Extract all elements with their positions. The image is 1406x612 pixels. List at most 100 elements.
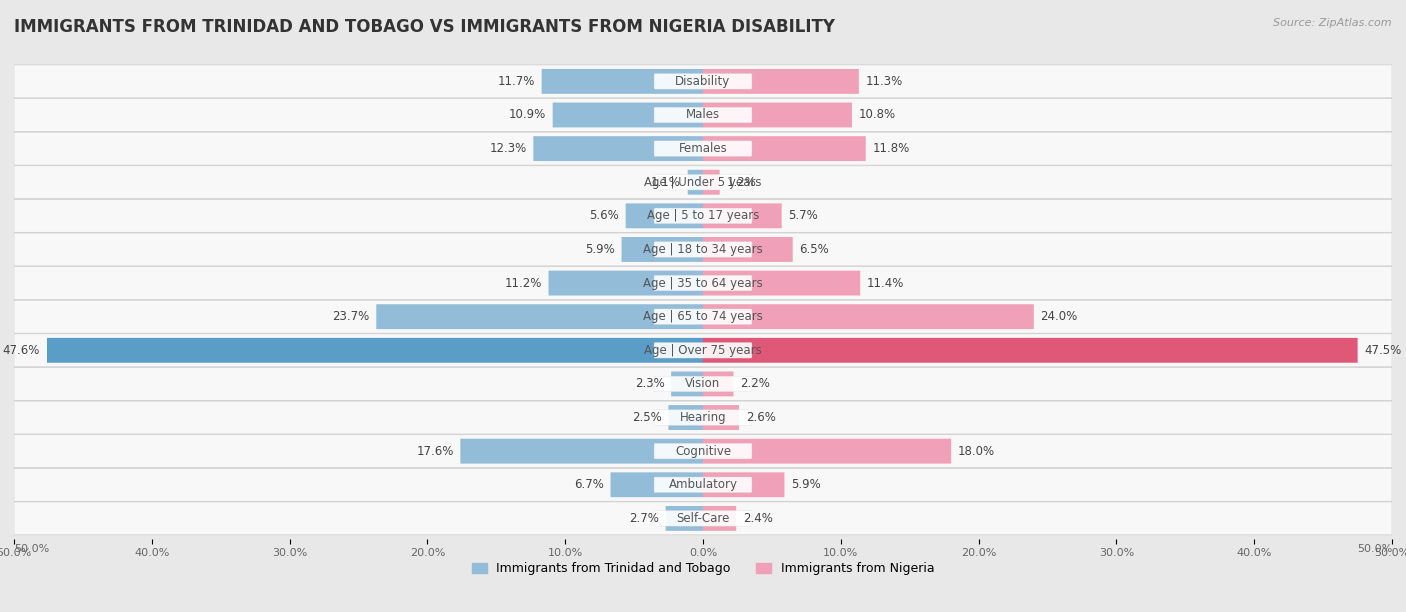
FancyBboxPatch shape — [654, 242, 752, 257]
Text: 2.6%: 2.6% — [745, 411, 776, 424]
FancyBboxPatch shape — [14, 200, 1392, 233]
FancyBboxPatch shape — [621, 237, 703, 262]
FancyBboxPatch shape — [703, 203, 782, 228]
FancyBboxPatch shape — [654, 141, 752, 156]
FancyBboxPatch shape — [533, 136, 703, 161]
Text: 5.9%: 5.9% — [792, 478, 821, 491]
FancyBboxPatch shape — [665, 506, 703, 531]
FancyBboxPatch shape — [703, 103, 852, 127]
Text: 2.7%: 2.7% — [628, 512, 659, 525]
FancyBboxPatch shape — [14, 132, 1392, 165]
Text: 50.0%: 50.0% — [1357, 543, 1392, 554]
FancyBboxPatch shape — [654, 73, 752, 89]
Text: Age | Over 75 years: Age | Over 75 years — [644, 344, 762, 357]
FancyBboxPatch shape — [703, 405, 740, 430]
Text: Age | 65 to 74 years: Age | 65 to 74 years — [643, 310, 763, 323]
Text: 11.8%: 11.8% — [873, 142, 910, 155]
Text: 6.7%: 6.7% — [574, 478, 603, 491]
FancyBboxPatch shape — [654, 510, 752, 526]
Text: Cognitive: Cognitive — [675, 445, 731, 458]
FancyBboxPatch shape — [671, 371, 703, 397]
Text: 2.4%: 2.4% — [742, 512, 773, 525]
Text: Vision: Vision — [685, 378, 721, 390]
FancyBboxPatch shape — [654, 309, 752, 324]
Text: 18.0%: 18.0% — [957, 445, 995, 458]
FancyBboxPatch shape — [654, 410, 752, 425]
Text: 2.5%: 2.5% — [631, 411, 662, 424]
Text: 5.6%: 5.6% — [589, 209, 619, 222]
FancyBboxPatch shape — [703, 136, 866, 161]
FancyBboxPatch shape — [377, 304, 703, 329]
FancyBboxPatch shape — [654, 477, 752, 493]
FancyBboxPatch shape — [654, 208, 752, 223]
Text: Age | 18 to 34 years: Age | 18 to 34 years — [643, 243, 763, 256]
FancyBboxPatch shape — [626, 203, 703, 228]
Text: 24.0%: 24.0% — [1040, 310, 1078, 323]
FancyBboxPatch shape — [654, 343, 752, 358]
FancyBboxPatch shape — [610, 472, 703, 497]
FancyBboxPatch shape — [14, 99, 1392, 132]
FancyBboxPatch shape — [703, 237, 793, 262]
Text: Disability: Disability — [675, 75, 731, 88]
FancyBboxPatch shape — [654, 174, 752, 190]
Text: 5.7%: 5.7% — [789, 209, 818, 222]
FancyBboxPatch shape — [668, 405, 703, 430]
Text: Females: Females — [679, 142, 727, 155]
FancyBboxPatch shape — [703, 170, 720, 195]
FancyBboxPatch shape — [46, 338, 703, 363]
FancyBboxPatch shape — [14, 233, 1392, 266]
FancyBboxPatch shape — [553, 103, 703, 127]
FancyBboxPatch shape — [703, 271, 860, 296]
FancyBboxPatch shape — [14, 334, 1392, 367]
Text: 23.7%: 23.7% — [332, 310, 370, 323]
FancyBboxPatch shape — [703, 338, 1358, 363]
Text: 10.9%: 10.9% — [509, 108, 546, 122]
Text: 6.5%: 6.5% — [800, 243, 830, 256]
Text: 11.7%: 11.7% — [498, 75, 534, 88]
Text: Ambulatory: Ambulatory — [668, 478, 738, 491]
FancyBboxPatch shape — [703, 371, 734, 397]
Text: 10.8%: 10.8% — [859, 108, 896, 122]
Text: 47.6%: 47.6% — [3, 344, 41, 357]
FancyBboxPatch shape — [14, 65, 1392, 98]
FancyBboxPatch shape — [541, 69, 703, 94]
Text: 12.3%: 12.3% — [489, 142, 527, 155]
FancyBboxPatch shape — [703, 439, 950, 464]
Text: IMMIGRANTS FROM TRINIDAD AND TOBAGO VS IMMIGRANTS FROM NIGERIA DISABILITY: IMMIGRANTS FROM TRINIDAD AND TOBAGO VS I… — [14, 18, 835, 36]
Text: Age | Under 5 years: Age | Under 5 years — [644, 176, 762, 188]
Text: 1.1%: 1.1% — [651, 176, 681, 188]
Text: 2.2%: 2.2% — [740, 378, 770, 390]
Text: Males: Males — [686, 108, 720, 122]
Text: 2.3%: 2.3% — [634, 378, 665, 390]
FancyBboxPatch shape — [703, 304, 1033, 329]
FancyBboxPatch shape — [654, 275, 752, 291]
Text: 50.0%: 50.0% — [14, 543, 49, 554]
FancyBboxPatch shape — [703, 69, 859, 94]
FancyBboxPatch shape — [688, 170, 703, 195]
FancyBboxPatch shape — [14, 166, 1392, 199]
Text: 1.2%: 1.2% — [727, 176, 756, 188]
Text: Source: ZipAtlas.com: Source: ZipAtlas.com — [1274, 18, 1392, 28]
FancyBboxPatch shape — [14, 367, 1392, 400]
Text: 11.3%: 11.3% — [866, 75, 903, 88]
FancyBboxPatch shape — [654, 376, 752, 392]
FancyBboxPatch shape — [14, 468, 1392, 501]
Text: 11.4%: 11.4% — [868, 277, 904, 289]
Text: 47.5%: 47.5% — [1364, 344, 1402, 357]
FancyBboxPatch shape — [14, 435, 1392, 468]
Text: Age | 35 to 64 years: Age | 35 to 64 years — [643, 277, 763, 289]
FancyBboxPatch shape — [460, 439, 703, 464]
Text: 11.2%: 11.2% — [505, 277, 541, 289]
FancyBboxPatch shape — [703, 472, 785, 497]
Text: 17.6%: 17.6% — [416, 445, 454, 458]
Text: Age | 5 to 17 years: Age | 5 to 17 years — [647, 209, 759, 222]
FancyBboxPatch shape — [548, 271, 703, 296]
FancyBboxPatch shape — [14, 401, 1392, 434]
Text: Self-Care: Self-Care — [676, 512, 730, 525]
Legend: Immigrants from Trinidad and Tobago, Immigrants from Nigeria: Immigrants from Trinidad and Tobago, Imm… — [471, 562, 935, 575]
FancyBboxPatch shape — [654, 107, 752, 123]
FancyBboxPatch shape — [703, 506, 737, 531]
Text: 5.9%: 5.9% — [585, 243, 614, 256]
FancyBboxPatch shape — [654, 444, 752, 459]
Text: Hearing: Hearing — [679, 411, 727, 424]
